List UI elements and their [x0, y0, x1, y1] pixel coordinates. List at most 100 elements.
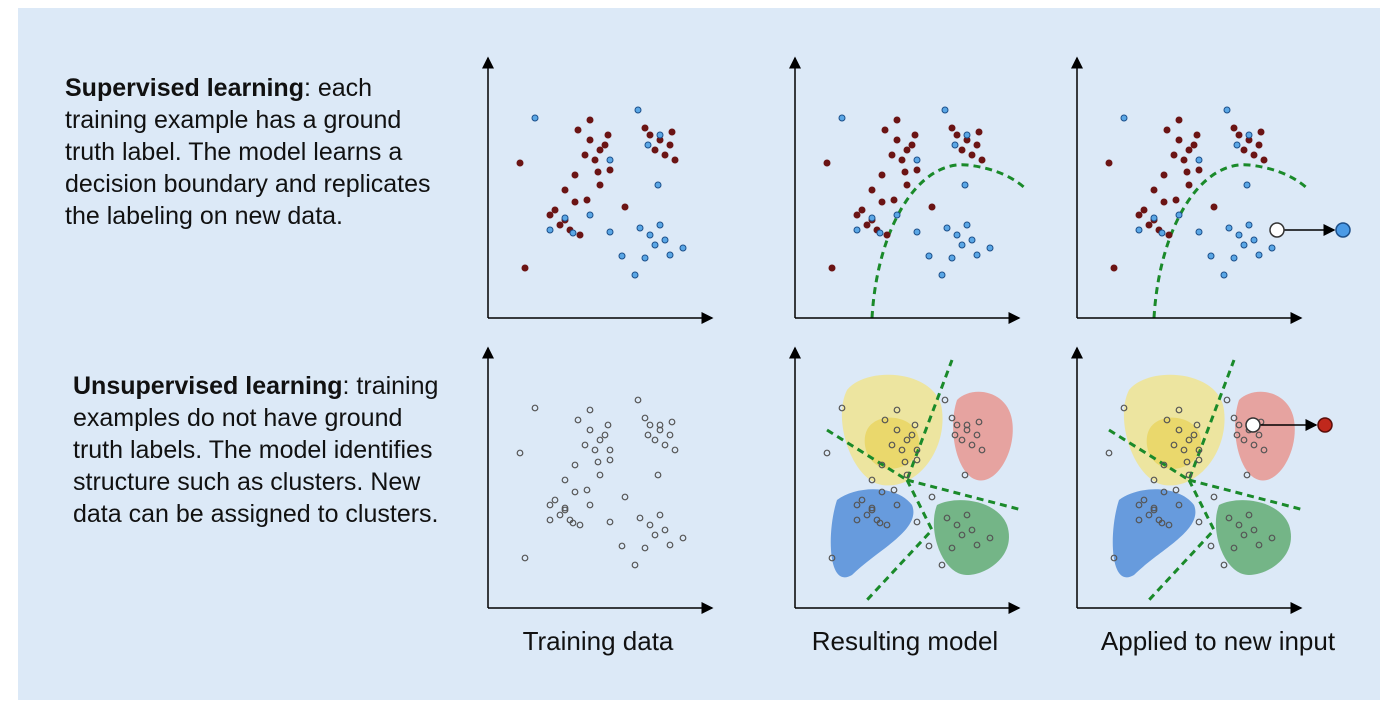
point [883, 521, 891, 529]
point [893, 116, 901, 124]
new-input [1269, 222, 1285, 238]
point [1255, 431, 1263, 439]
point [1235, 421, 1243, 429]
point [551, 206, 559, 214]
point [606, 228, 614, 236]
point [636, 514, 644, 522]
point [941, 106, 949, 114]
point [606, 446, 614, 454]
point [1135, 501, 1143, 509]
point [679, 534, 687, 542]
column-label: Resulting model [811, 626, 999, 656]
description: : training examples do not have ground t… [73, 372, 439, 528]
point [838, 114, 846, 122]
point [868, 476, 876, 484]
point [1268, 244, 1276, 252]
point [858, 496, 866, 504]
point [943, 224, 951, 232]
point [666, 141, 674, 149]
point [903, 471, 911, 479]
point [961, 471, 969, 479]
point [551, 496, 559, 504]
point [1165, 521, 1173, 529]
point [641, 124, 649, 132]
point [908, 431, 916, 439]
point [903, 181, 911, 189]
point [1172, 196, 1180, 204]
point [1150, 504, 1158, 512]
point [913, 456, 921, 464]
point [1180, 156, 1188, 164]
point [903, 436, 911, 444]
column-label: Applied to new input [1100, 626, 1336, 656]
point [651, 436, 659, 444]
point [913, 446, 921, 454]
point [1190, 431, 1198, 439]
point [1193, 131, 1201, 139]
point [913, 156, 921, 164]
point [868, 506, 876, 514]
point [641, 414, 649, 422]
point [666, 431, 674, 439]
point [951, 141, 959, 149]
point [975, 128, 983, 136]
cluster-region [1112, 489, 1196, 578]
point [911, 421, 919, 429]
point [651, 241, 659, 249]
point [928, 203, 936, 211]
point [591, 446, 599, 454]
point [963, 136, 971, 144]
point [656, 221, 664, 229]
point [646, 521, 654, 529]
point [1230, 124, 1238, 132]
point [1160, 488, 1168, 496]
point [1245, 131, 1253, 139]
point [1235, 131, 1243, 139]
point [594, 458, 602, 466]
point [1120, 404, 1128, 412]
point [1235, 521, 1243, 529]
point [1195, 228, 1203, 236]
point [901, 168, 909, 176]
point [868, 504, 876, 512]
point [1245, 136, 1253, 144]
new-input [1245, 417, 1261, 433]
point [516, 449, 524, 457]
point [1230, 544, 1238, 552]
point [661, 236, 669, 244]
point [1175, 211, 1183, 219]
point [986, 534, 994, 542]
point [1195, 518, 1203, 526]
point [581, 441, 589, 449]
point [1255, 141, 1263, 149]
point [938, 271, 946, 279]
point [913, 166, 921, 174]
point [1250, 526, 1258, 534]
point [656, 136, 664, 144]
cluster-region [953, 391, 1013, 481]
point [1160, 171, 1168, 179]
point [1160, 461, 1168, 469]
point [911, 131, 919, 139]
unsupervised-text: Unsupervised learning: training examples… [73, 370, 458, 530]
point [1170, 441, 1178, 449]
point [823, 159, 831, 167]
point [1120, 114, 1128, 122]
point [1207, 252, 1215, 260]
point [948, 254, 956, 262]
point [586, 116, 594, 124]
point [853, 516, 861, 524]
point [569, 519, 577, 527]
point [641, 544, 649, 552]
point [1145, 221, 1153, 229]
point [1230, 414, 1238, 422]
point [1165, 231, 1173, 239]
point [978, 446, 986, 454]
point [890, 486, 898, 494]
point [853, 226, 861, 234]
point [975, 418, 983, 426]
point [561, 476, 569, 484]
point [641, 254, 649, 262]
point [661, 151, 669, 159]
point [604, 421, 612, 429]
